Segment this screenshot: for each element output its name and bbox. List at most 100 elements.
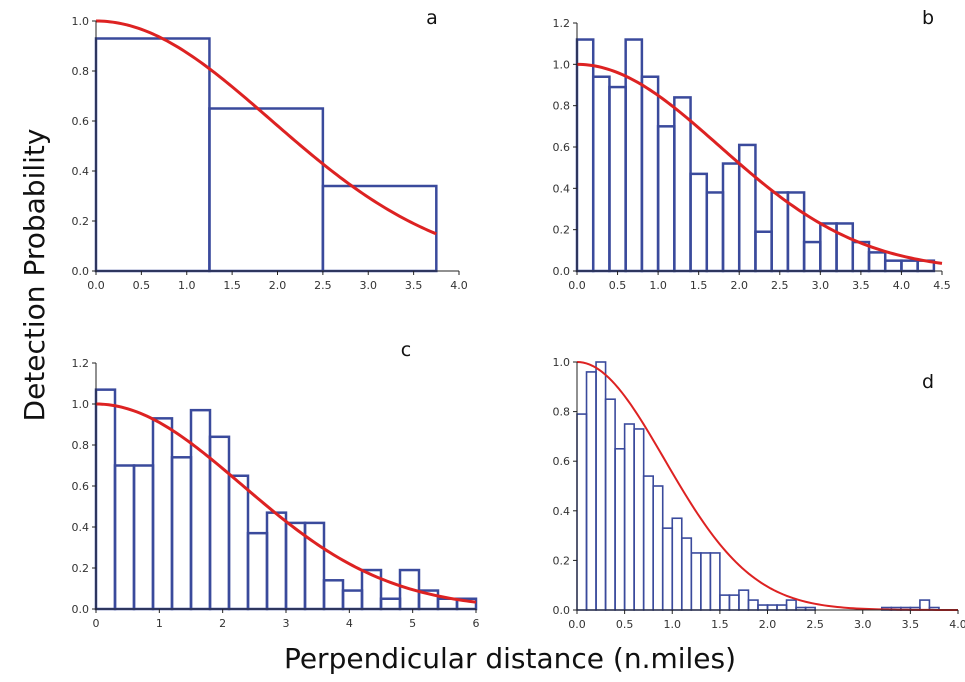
x-tick-label: 0.0 (87, 279, 105, 292)
bar (867, 251, 887, 273)
x-tick-label: 2.5 (806, 618, 824, 631)
detection-curve (95, 402, 477, 604)
y-tick-label: 0.8 (553, 100, 571, 113)
bar (754, 230, 773, 273)
x-tick-label: 2.0 (759, 618, 777, 631)
panel-a: 0.0 0.5 1.0 1.5 2.0 2.5 3.0 3.5 4.0 0.0 0.2 0.4 0.6 0… (72, 7, 468, 292)
x-tick-label: 5 (409, 617, 416, 630)
x-tick-label: 2 (219, 617, 226, 630)
y-tick-label: 0.0 (72, 603, 90, 616)
bar (680, 537, 693, 611)
x-tick-label: 2.5 (314, 279, 332, 292)
y-tick-label: 1.2 (553, 17, 571, 30)
x-tick-label: 2.0 (269, 279, 287, 292)
x-tick-label: 1.0 (664, 618, 682, 631)
bar (633, 428, 645, 611)
bar (700, 552, 712, 611)
x-tick-label: 3.5 (902, 618, 920, 631)
x-tick-label: 3.0 (360, 279, 378, 292)
bar (757, 604, 769, 611)
bar (575, 38, 595, 273)
y-axis-title: Detection Probability (18, 129, 51, 422)
x-tick-label: 3.0 (854, 618, 872, 631)
bar (770, 191, 790, 273)
bar (604, 398, 616, 611)
bar (728, 594, 740, 611)
bar (656, 125, 676, 273)
x-tick-label: 0.0 (568, 279, 586, 292)
bar (673, 96, 692, 273)
y-tick-label: 0.6 (72, 115, 90, 128)
bar (303, 521, 326, 611)
y-tick-label: 1.0 (553, 356, 571, 369)
y-tick-label: 0.8 (72, 439, 90, 452)
bar (640, 75, 660, 273)
bar (284, 521, 307, 611)
x-tick-label: 1.5 (711, 618, 729, 631)
x-tick-label: 1.0 (178, 279, 196, 292)
panels: 0.0 0.5 1.0 1.5 2.0 2.5 3.0 3.5 4.0 0.0 0.2 0.4 0.6 0… (72, 7, 965, 631)
y-tick-label: 0.0 (553, 604, 571, 617)
x-tick-label: 1.5 (223, 279, 241, 292)
y-tick-label: 0.6 (553, 455, 571, 468)
bar (208, 435, 231, 611)
x-tick-label: 1 (156, 617, 163, 630)
x-axis-title: Perpendicular distance (n.miles) (284, 642, 736, 675)
bar (689, 172, 709, 273)
x-tick-label: 3.5 (852, 279, 870, 292)
bar (246, 531, 269, 611)
bar (322, 579, 345, 611)
bar (738, 589, 750, 611)
x-tick-label: 0.0 (568, 618, 586, 631)
y-tick-label: 0.4 (72, 521, 90, 534)
bar (705, 191, 725, 273)
bar (835, 222, 855, 273)
x-tick-label: 0 (93, 617, 100, 630)
bar (608, 85, 627, 273)
bar (614, 447, 626, 611)
panel-letter: c (401, 339, 411, 361)
bar (132, 464, 155, 611)
x-tick-label: 0.5 (133, 279, 151, 292)
bar (94, 388, 117, 611)
bar (151, 417, 174, 611)
panel-letter: a (426, 7, 438, 29)
panel-letter: d (922, 371, 934, 393)
x-tick-label: 4.0 (949, 618, 965, 631)
bar (576, 413, 588, 611)
y-tick-label: 0.2 (553, 224, 571, 237)
x-tick-label: 4.0 (450, 279, 468, 292)
bar (776, 604, 788, 611)
bar (721, 162, 741, 273)
y-tick-label: 0.6 (72, 480, 90, 493)
bar (766, 604, 778, 611)
bar (709, 552, 721, 611)
y-tick-label: 0.8 (553, 406, 571, 419)
x-tick-label: 3.0 (812, 279, 830, 292)
bar (113, 464, 136, 611)
panel-d: 0.0 0.5 1.0 1.5 2.0 2.5 3.0 3.5 4.0 0.0 0.2 0.4 0.6 0… (553, 356, 965, 631)
bar (802, 240, 822, 273)
y-tick-label: 0.2 (72, 562, 90, 575)
bar (671, 517, 683, 611)
x-tick-label: 3.5 (405, 279, 423, 292)
bar (883, 259, 903, 273)
y-tick-label: 0.4 (72, 165, 90, 178)
y-tick-label: 0.2 (553, 554, 571, 567)
bar (379, 597, 402, 611)
bar (690, 552, 702, 611)
y-tick-label: 0.0 (553, 265, 571, 278)
x-tick-label: 1.0 (649, 279, 667, 292)
y-tick-label: 0.4 (553, 182, 571, 195)
bar (919, 599, 931, 611)
bar (624, 38, 644, 273)
bar (623, 423, 635, 611)
panel-letter: b (922, 7, 934, 29)
y-tick-label: 1.2 (72, 357, 90, 370)
x-tick-label: 3 (283, 617, 290, 630)
x-tick-label: 4.5 (933, 279, 951, 292)
x-tick-label: 6 (473, 617, 480, 630)
bar (591, 75, 611, 273)
bar (661, 527, 674, 611)
